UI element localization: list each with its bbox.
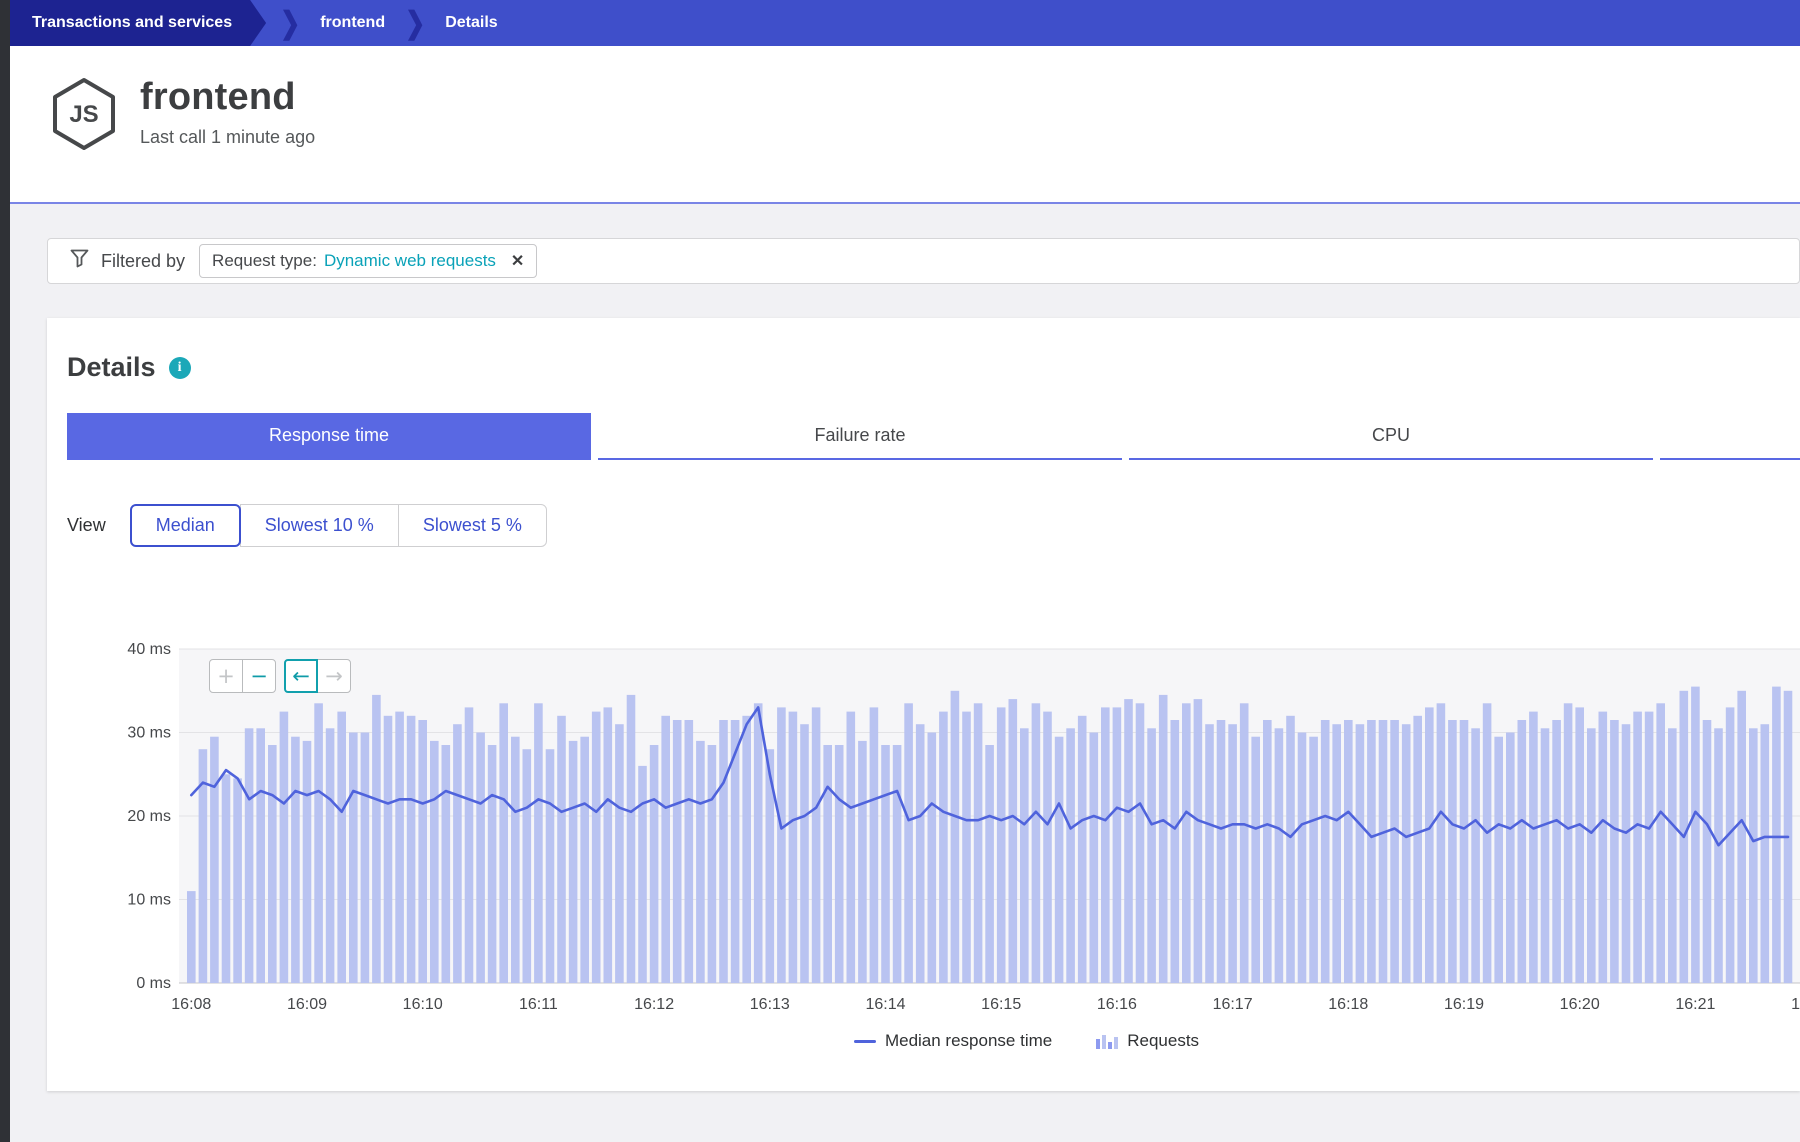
last-call-status: Last call 1 minute ago (140, 127, 316, 147)
svg-text:0 ms: 0 ms (136, 975, 171, 992)
svg-text:10 ms: 10 ms (127, 892, 171, 909)
tab-failure-rate[interactable]: Failure rate (598, 413, 1122, 460)
filter-chip-value: Dynamic web requests (323, 251, 496, 270)
pan-left-icon[interactable]: ← (284, 659, 318, 693)
info-icon[interactable]: i (168, 356, 191, 379)
svg-text:16:20: 16:20 (1560, 996, 1600, 1013)
bar-chart-icon (1096, 1034, 1119, 1049)
legend-median-label: Median response time (884, 1031, 1053, 1050)
view-option-slowest-10[interactable]: Slowest 10 % (239, 504, 399, 547)
svg-text:16:15: 16:15 (981, 996, 1021, 1013)
zoom-out-icon[interactable]: − (242, 659, 276, 693)
page-body: Filtered by Request type: Dynamic web re… (10, 204, 1800, 1142)
nodejs-hexagon-icon: JS (50, 76, 118, 202)
breadcrumb-item-transactions-and-services[interactable]: Transactions and services (10, 0, 266, 46)
page-title: frontend (140, 76, 296, 118)
left-edge-rail (0, 0, 10, 1142)
details-card: Details i Response time Failure rate CPU… (47, 318, 1800, 1091)
svg-text:16:21: 16:21 (1675, 996, 1715, 1013)
svg-text:16:13: 16:13 (750, 996, 790, 1013)
chevron-right-icon: ❯ (405, 6, 426, 40)
svg-text:16:18: 16:18 (1328, 996, 1368, 1013)
response-time-chart-area: + − ← → 0 ms 10 ms 20 ms 30 ms 40 ms 16:08 16:… (113, 635, 1800, 1051)
partial-tab-underline (1660, 413, 1800, 460)
breadcrumb: Transactions and services ❯ frontend ❯ D… (10, 0, 1800, 46)
filter-chip-key: Request type: (212, 251, 317, 270)
zoom-in-icon[interactable]: + (209, 659, 243, 693)
svg-text:20 ms: 20 ms (127, 808, 171, 825)
tab-response-time[interactable]: Response time (67, 413, 591, 460)
view-option-slowest-5[interactable]: Slowest 5 % (397, 504, 547, 547)
view-option-median[interactable]: Median (129, 504, 241, 547)
view-label: View (67, 515, 106, 535)
details-tabs: Response time Failure rate CPU (67, 413, 1800, 460)
view-segmented-control: Median Slowest 10 % Slowest 5 % (129, 504, 547, 547)
details-heading: Details (67, 352, 156, 382)
breadcrumb-item-details[interactable]: Details (445, 14, 498, 31)
legend-requests-label: Requests (1127, 1031, 1200, 1050)
tab-cpu[interactable]: CPU (1129, 413, 1653, 460)
view-selector-row: View Median Slowest 10 % Slowest 5 % (67, 504, 1800, 547)
response-time-chart[interactable]: 0 ms 10 ms 20 ms 30 ms 40 ms 16:08 16:09 16:10 1… (113, 635, 1800, 1020)
svg-text:16:19: 16:19 (1444, 996, 1484, 1013)
filtered-by-label: Filtered by (101, 250, 186, 271)
svg-text:16:10: 16:10 (403, 996, 443, 1013)
chart-legend: Median response time Requests (113, 1031, 1800, 1051)
svg-text:16:17: 16:17 (1213, 996, 1253, 1013)
svg-text:16:22: 16:22 (1791, 996, 1800, 1013)
chart-zoom-controls: + − ← → (209, 659, 351, 693)
chevron-right-icon: ❯ (280, 6, 301, 40)
close-icon[interactable]: ✕ (510, 253, 525, 270)
svg-text:16:14: 16:14 (865, 996, 905, 1013)
svg-text:JS: JS (69, 101, 98, 128)
legend-requests[interactable]: Requests (1096, 1031, 1199, 1051)
line-swatch-icon (853, 1039, 876, 1043)
service-header: JS frontend Last call 1 minute ago (10, 46, 1800, 204)
filter-chip-request-type[interactable]: Request type: Dynamic web requests ✕ (199, 244, 538, 278)
svg-text:16:12: 16:12 (634, 996, 674, 1013)
pan-right-icon[interactable]: → (317, 659, 351, 693)
svg-text:40 ms: 40 ms (127, 641, 171, 658)
filter-bar: Filtered by Request type: Dynamic web re… (47, 238, 1800, 284)
breadcrumb-label: Transactions and services (32, 14, 233, 31)
svg-text:16:11: 16:11 (519, 996, 558, 1013)
svg-text:16:09: 16:09 (287, 996, 327, 1013)
filter-funnel-icon (70, 249, 89, 273)
svg-text:16:16: 16:16 (1097, 996, 1137, 1013)
svg-text:30 ms: 30 ms (127, 725, 171, 742)
legend-median-response-time[interactable]: Median response time (853, 1031, 1053, 1051)
svg-text:16:08: 16:08 (171, 996, 211, 1013)
breadcrumb-item-frontend[interactable]: frontend (320, 14, 386, 31)
